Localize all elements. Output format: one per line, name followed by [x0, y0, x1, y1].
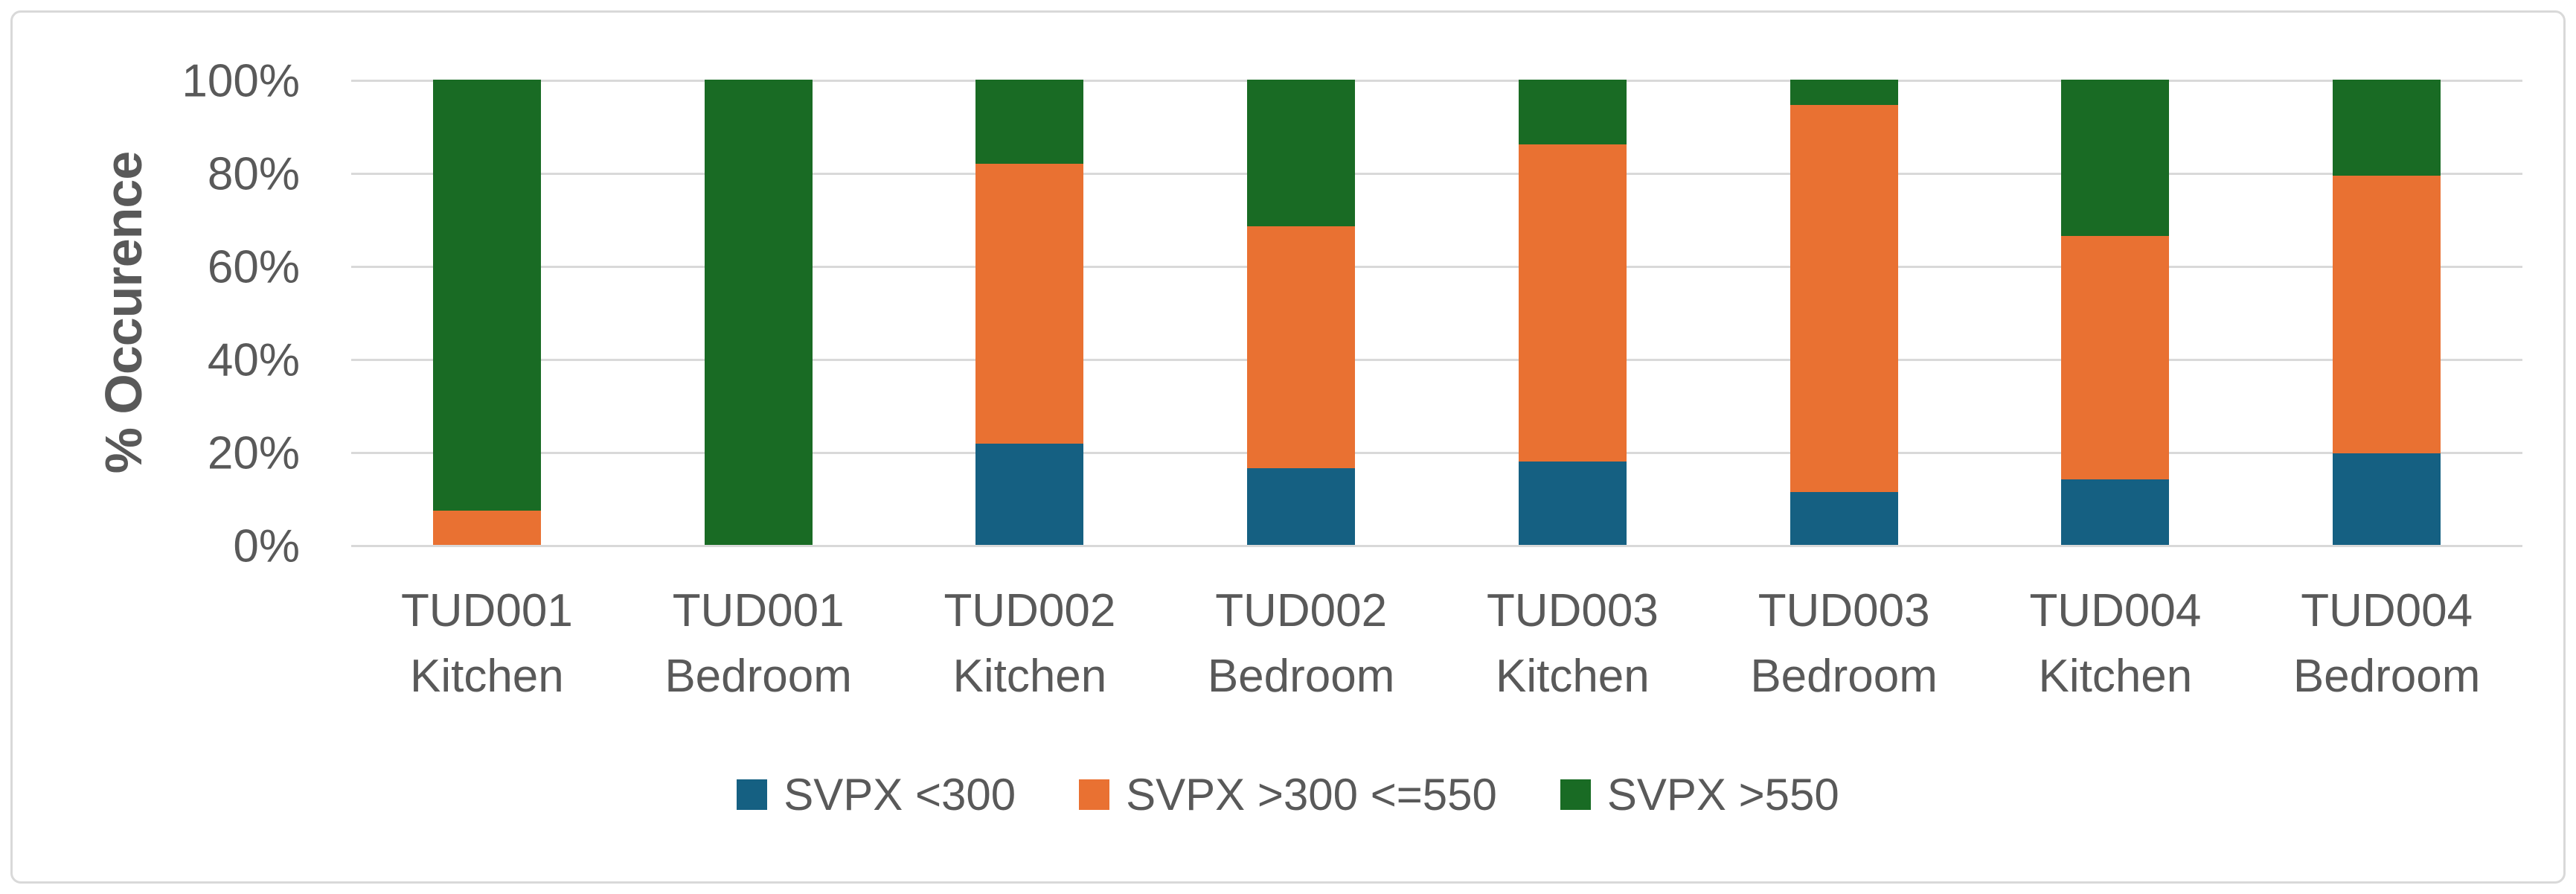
bar-segment-svpx-300 [975, 444, 1084, 545]
bar-segment-svpx-300-550 [1790, 104, 1898, 493]
y-tick-label: 20% [207, 427, 300, 479]
stacked-bar [1518, 80, 1627, 545]
legend-item-svpx-550: SVPX >550 [1560, 769, 1839, 820]
x-label-line2: Bedroom [1207, 651, 1395, 702]
bars-layer [351, 80, 2522, 545]
bar-segment-svpx-300-550 [1247, 226, 1356, 468]
y-tick-label: 60% [207, 241, 300, 293]
x-label-line2: Kitchen [2038, 651, 2193, 702]
stacked-bar [2333, 80, 2441, 545]
x-label-line2: Kitchen [1495, 651, 1650, 702]
stacked-bar [704, 80, 813, 545]
legend-label: SVPX <300 [784, 769, 1016, 820]
x-axis-category-label: TUD002 Kitchen [894, 578, 1166, 709]
bar-segment-svpx-300-550 [2061, 236, 2170, 479]
x-axis-category-label: TUD003 Kitchen [1437, 578, 1708, 709]
bar-segment-svpx-300-550 [1518, 144, 1627, 462]
x-label-line1: TUD001 [672, 585, 845, 636]
bar-segment-svpx-550 [2333, 80, 2441, 176]
bar-segment-svpx-300 [2061, 479, 2170, 545]
legend-marker [1079, 779, 1110, 810]
gridline [351, 452, 2522, 454]
stacked-bar [2061, 80, 2170, 545]
x-label-line1: TUD004 [2301, 585, 2473, 636]
bar-segment-svpx-300 [2333, 453, 2441, 545]
x-axis-category-label: TUD003 Bedroom [1708, 578, 1980, 709]
bar-category-tud004-bedroom [2251, 80, 2522, 545]
x-axis-category-label: TUD001 Kitchen [351, 578, 623, 709]
x-label-line1: TUD004 [2029, 585, 2202, 636]
legend-marker [737, 779, 768, 810]
legend-label: SVPX >550 [1606, 769, 1839, 820]
gridline [351, 173, 2522, 175]
bar-segment-svpx-300 [1790, 492, 1898, 545]
bar-category-tud001-bedroom [623, 80, 894, 545]
x-label-line1: TUD003 [1758, 585, 1930, 636]
bar-segment-svpx-550 [1247, 80, 1356, 226]
y-tick-label: 0% [233, 520, 300, 572]
x-axis-category-label: TUD004 Bedroom [2251, 578, 2522, 709]
y-tick-label: 100% [182, 55, 300, 106]
y-tick-label: 40% [207, 334, 300, 386]
stacked-bar [1247, 80, 1356, 545]
x-axis-category-label: TUD001 Bedroom [623, 578, 894, 709]
gridline [351, 266, 2522, 268]
legend-marker [1560, 779, 1591, 810]
legend: SVPX <300 SVPX >300 <=550 SVPX >550 [0, 761, 2576, 828]
bar-segment-svpx-300-550 [975, 163, 1084, 444]
x-axis-labels: TUD001 Kitchen TUD001 Bedroom TUD002 Kitchen T… [351, 578, 2522, 709]
bar-segment-svpx-550 [975, 80, 1084, 164]
bar-segment-svpx-300 [1518, 462, 1627, 545]
bar-category-tud002-kitchen [894, 80, 1166, 545]
gridline [351, 545, 2522, 547]
bar-segment-svpx-550 [2061, 80, 2170, 236]
gridline [351, 359, 2522, 361]
y-axis-tick-labels: 100% 80% 60% 40% 20% 0% [0, 0, 300, 894]
legend-label: SVPX >300 <=550 [1126, 769, 1497, 820]
x-label-line1: TUD001 [400, 585, 573, 636]
bar-category-tud004-kitchen [1980, 80, 2252, 545]
legend-item-svpx-300-550: SVPX >300 <=550 [1079, 769, 1497, 820]
bar-category-tud001-kitchen [351, 80, 623, 545]
x-label-line1: TUD002 [1215, 585, 1388, 636]
bar-segment-svpx-550 [1518, 80, 1627, 144]
bar-segment-svpx-550 [432, 80, 541, 511]
x-label-line2: Bedroom [664, 651, 852, 702]
x-label-line2: Kitchen [952, 651, 1107, 702]
bar-segment-svpx-300 [1247, 467, 1356, 545]
x-label-line2: Bedroom [1750, 651, 1938, 702]
x-axis-category-label: TUD002 Bedroom [1165, 578, 1437, 709]
bar-segment-svpx-550 [704, 80, 813, 545]
bar-category-tud003-kitchen [1437, 80, 1708, 545]
legend-item-svpx-300: SVPX <300 [737, 769, 1016, 820]
stacked-bar [975, 80, 1084, 545]
plot-area [351, 80, 2522, 547]
x-label-line1: TUD002 [943, 585, 1116, 636]
x-axis-category-label: TUD004 Kitchen [1980, 578, 2252, 709]
bar-segment-svpx-300-550 [432, 511, 541, 545]
bar-segment-svpx-550 [1790, 80, 1898, 105]
stacked-bar [1790, 80, 1898, 545]
bar-segment-svpx-300-550 [2333, 176, 2441, 453]
y-tick-label: 80% [207, 148, 300, 199]
x-label-line2: Bedroom [2293, 651, 2481, 702]
bar-category-tud002-bedroom [1165, 80, 1437, 545]
gridline [351, 80, 2522, 82]
x-label-line1: TUD003 [1486, 585, 1659, 636]
bar-category-tud003-bedroom [1708, 80, 1980, 545]
x-label-line2: Kitchen [409, 651, 564, 702]
stacked-bar [432, 80, 541, 545]
